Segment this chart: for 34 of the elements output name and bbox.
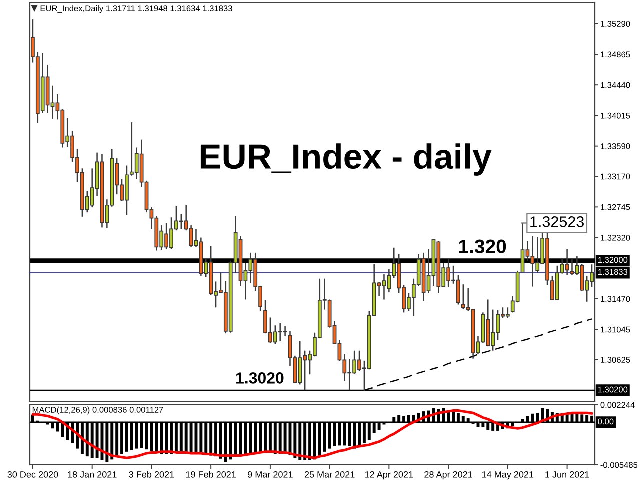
y-tick-label: 1.33170 xyxy=(601,174,630,180)
y-tick-label: 1.31470 xyxy=(601,296,630,302)
y-tick-label: 1.34865 xyxy=(601,52,630,58)
ref-line-label: 1.30200 xyxy=(598,386,628,393)
y-tick-label: 1.31045 xyxy=(601,326,630,333)
ref-line-label: 1.31833 xyxy=(598,269,628,276)
y-tick-label: 1.34440 xyxy=(601,82,630,88)
x-tick-label: 1 Jun 2021 xyxy=(546,471,590,478)
annotation: 1.320 xyxy=(459,240,506,254)
y-tick-label: 1.35290 xyxy=(601,21,630,27)
text: EUR_Index - daily xyxy=(200,144,492,176)
annotation: 1.3020 xyxy=(236,372,284,384)
annotation: 1.32523 xyxy=(530,216,584,228)
y-tick-label: 1.33590 xyxy=(601,144,630,150)
x-tick-label: 19 Feb 2021 xyxy=(186,471,236,478)
chart-subtitle: EUR_Index,Daily 1.31711 1.31948 1.31634 1.31833 xyxy=(40,5,232,14)
x-tick-label: 3 Feb 2021 xyxy=(129,471,174,478)
y-tick-label: -0.005485 xyxy=(600,462,638,468)
x-tick-label: 12 Apr 2021 xyxy=(366,471,414,480)
y-tick-label: 1.30625 xyxy=(601,357,630,363)
y-tick-label: 1.32320 xyxy=(601,234,630,241)
bar xyxy=(61,422,64,438)
ref-line-label: 0.00 xyxy=(598,418,614,425)
ref-line-label: 1.32000 xyxy=(598,257,628,264)
y-tick-label: 0.002244 xyxy=(600,402,635,408)
y-tick-label: 1.32745 xyxy=(601,204,630,210)
x-tick-label: 14 May 2021 xyxy=(482,471,534,480)
x-tick-label: 18 Jan 2021 xyxy=(68,471,117,478)
x-tick-label: 30 Dec 2020 xyxy=(8,471,58,478)
x-tick-label: 25 Mar 2021 xyxy=(304,471,355,478)
chart-title: MACD(12,26,9) 0.000836 0.001127 xyxy=(32,406,164,415)
x-tick-label: 9 Mar 2021 xyxy=(248,471,293,478)
x-tick-label: 28 Apr 2021 xyxy=(424,471,472,480)
y-tick-label: 1.34015 xyxy=(601,112,630,119)
